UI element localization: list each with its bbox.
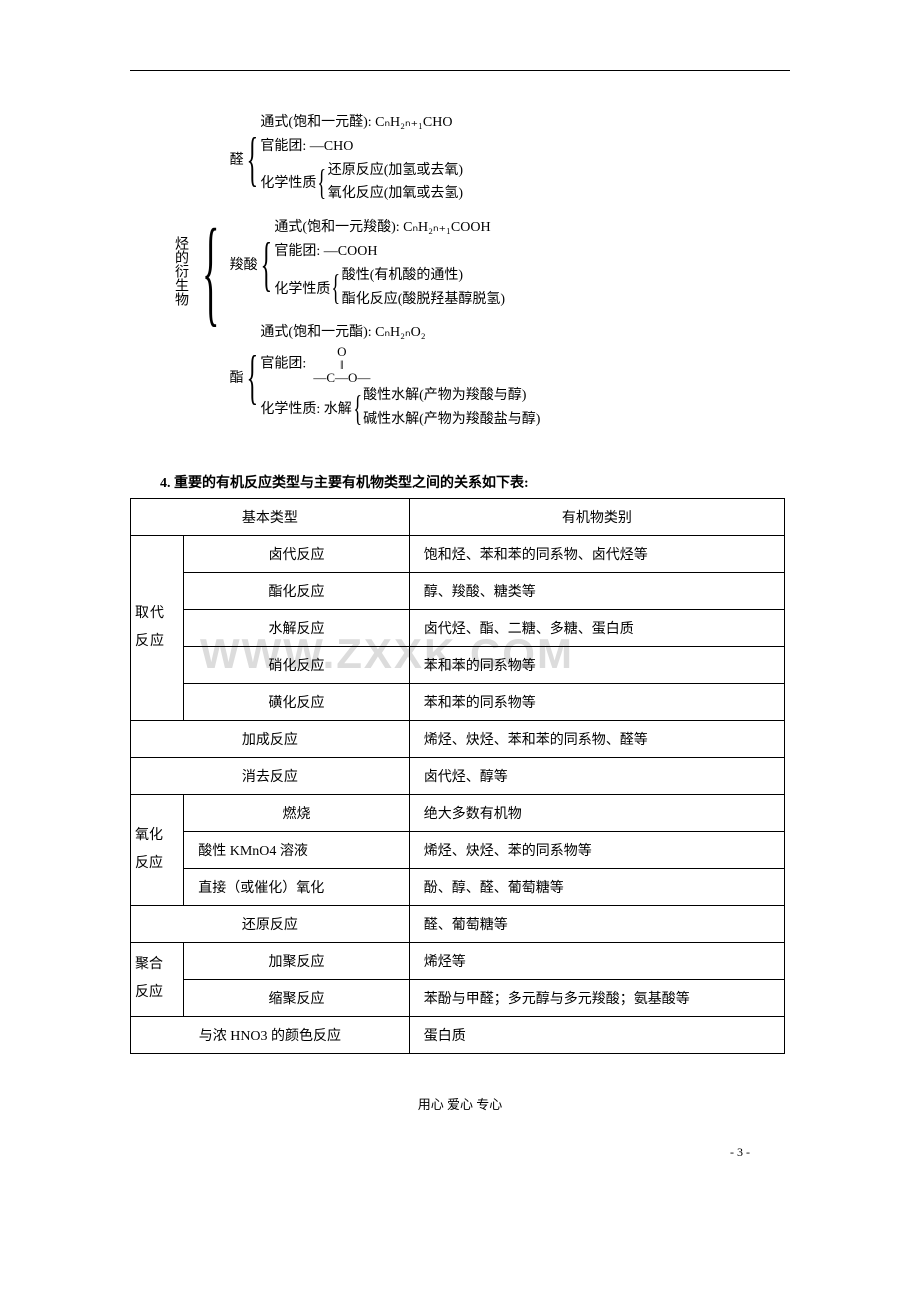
branch-label: 羧酸 (230, 254, 258, 274)
organics-cell: 蛋白质 (409, 1016, 784, 1053)
branch-body: 通式(饱和一元羧酸): CₙH₂ₙ₊₁COOH 官能团: —COOH 化学性质 … (274, 216, 505, 311)
reaction-table: 基本类型 有机物类别 取代反应 卤代反应 饱和烃、苯和苯的同系物、卤代烃等 酯化… (130, 498, 785, 1054)
brace-icon: { (353, 394, 362, 423)
subtype: 酯化反应 (184, 572, 410, 609)
branch-label: 酯 (230, 367, 244, 387)
chem-prop: 碱性水解(产物为羧酸盐与醇) (363, 408, 540, 432)
table-row: 氧化反应 燃烧 绝大多数有机物 (131, 794, 785, 831)
subtype: 磺化反应 (184, 683, 410, 720)
organics-cell: 苯和苯的同系物等 (409, 683, 784, 720)
chem-prop: 酸性(有机酸的通性) (342, 264, 505, 288)
organics-cell: 卤代烃、醇等 (409, 757, 784, 794)
organics-cell: 烯烃、炔烃、苯的同系物等 (409, 831, 784, 868)
cat-oxidation: 氧化反应 (131, 794, 184, 905)
subtype: 缩聚反应 (184, 979, 410, 1016)
cat-label: 氧化反应 (135, 828, 163, 871)
brace-icon: { (246, 353, 258, 401)
brace-icon: { (246, 135, 258, 183)
table-header-row: 基本类型 有机物类别 (131, 498, 785, 535)
table-row: 与浓 HNO3 的颜色反应 蛋白质 (131, 1016, 785, 1053)
formula-line: 通式(饱和一元醛): CₙH₂ₙ₊₁CHO (260, 111, 463, 135)
subtype: 燃烧 (184, 794, 410, 831)
subtype: 酸性 KMnO4 溶液 (184, 831, 410, 868)
header-basic-type: 基本类型 (131, 498, 410, 535)
diagram-branches: 醛 { 通式(饱和一元醛): CₙH₂ₙ₊₁CHO 官能团: —CHO 化学性质… (230, 111, 541, 432)
header-organics: 有机物类别 (409, 498, 784, 535)
full-type: 还原反应 (131, 905, 410, 942)
table-row: 加成反应 烯烃、炔烃、苯和苯的同系物、醛等 (131, 720, 785, 757)
organics-cell: 苯酚与甲醛；多元醇与多元羧酸；氨基酸等 (409, 979, 784, 1016)
section-title: 4. 重要的有机反应类型与主要有机物类型之间的关系如下表: (160, 472, 790, 492)
brace-icon: { (260, 240, 272, 288)
chem-prop: 氧化反应(加氧或去氢) (328, 182, 463, 206)
organics-cell: 醛、葡萄糖等 (409, 905, 784, 942)
formula-line: 通式(饱和一元酯): CₙH₂ₙO₂ (260, 321, 540, 345)
table-row: 聚合反应 加聚反应 烯烃等 (131, 942, 785, 979)
funcgroup-line: 官能团: O‖—C—O— (260, 345, 540, 384)
cat-substitution: 取代反应 (131, 535, 184, 720)
branch-aldehyde: 醛 { 通式(饱和一元醛): CₙH₂ₙ₊₁CHO 官能团: —CHO 化学性质… (230, 111, 541, 206)
cat-label: 取代反应 (135, 606, 165, 649)
table-row: 还原反应 醛、葡萄糖等 (131, 905, 785, 942)
organics-cell: 卤代烃、酯、二糖、多糖、蛋白质 (409, 609, 784, 646)
organics-cell: 绝大多数有机物 (409, 794, 784, 831)
formula-line: 通式(饱和一元羧酸): CₙH₂ₙ₊₁COOH (274, 216, 505, 240)
organics-cell: 苯和苯的同系物等 (409, 646, 784, 683)
footer-text: 用心 爱心 专心 (130, 1094, 790, 1113)
page-number: - 3 - (730, 1145, 750, 1160)
ester-group-icon: O‖—C—O— (313, 345, 370, 384)
organics-cell: 烯烃等 (409, 942, 784, 979)
branch-carboxylic: 羧酸 { 通式(饱和一元羧酸): CₙH₂ₙ₊₁COOH 官能团: —COOH … (230, 216, 541, 311)
table-row: 酸性 KMnO4 溶液 烯烃、炔烃、苯的同系物等 (131, 831, 785, 868)
full-type: 加成反应 (131, 720, 410, 757)
chem-label: 化学性质: 水解 (260, 398, 351, 418)
chem-props: 化学性质: 水解 { 酸性水解(产物为羧酸与醇) 碱性水解(产物为羧酸盐与醇) (260, 384, 540, 432)
hierarchy-diagram: 烃的衍生物 { 醛 { 通式(饱和一元醛): CₙH₂ₙ₊₁CHO 官能团: —… (170, 111, 790, 432)
brace-icon: { (202, 217, 219, 325)
table-row: 磺化反应 苯和苯的同系物等 (131, 683, 785, 720)
table-row: 硝化反应 苯和苯的同系物等 (131, 646, 785, 683)
table-row: 取代反应 卤代反应 饱和烃、苯和苯的同系物、卤代烃等 (131, 535, 785, 572)
chem-label: 化学性质 (260, 172, 316, 192)
top-rule (130, 70, 790, 71)
subtype: 水解反应 (184, 609, 410, 646)
chem-prop: 还原反应(加氢或去氧) (328, 159, 463, 183)
full-type: 消去反应 (131, 757, 410, 794)
funcgroup-line: 官能团: —CHO (260, 135, 463, 159)
funcgroup-line: 官能团: —COOH (274, 240, 505, 264)
table-row: 酯化反应 醇、羧酸、糖类等 (131, 572, 785, 609)
organics-cell: 烯烃、炔烃、苯和苯的同系物、醛等 (409, 720, 784, 757)
full-type: 与浓 HNO3 的颜色反应 (131, 1016, 410, 1053)
subtype: 直接（或催化）氧化 (184, 868, 410, 905)
chem-prop: 酯化反应(酸脱羟基醇脱氢) (342, 288, 505, 312)
table-row: 缩聚反应 苯酚与甲醛；多元醇与多元羧酸；氨基酸等 (131, 979, 785, 1016)
chem-props: 化学性质 { 还原反应(加氢或去氧) 氧化反应(加氧或去氢) (260, 159, 463, 207)
branch-label: 醛 (230, 149, 244, 169)
chem-prop: 酸性水解(产物为羧酸与醇) (363, 384, 540, 408)
organics-cell: 酚、醇、醛、葡萄糖等 (409, 868, 784, 905)
brace-icon: { (318, 168, 327, 197)
branch-ester: 酯 { 通式(饱和一元酯): CₙH₂ₙO₂ 官能团: O‖—C—O— 化学性质… (230, 321, 541, 431)
table-row: 消去反应 卤代烃、醇等 (131, 757, 785, 794)
subtype: 硝化反应 (184, 646, 410, 683)
organics-cell: 醇、羧酸、糖类等 (409, 572, 784, 609)
document-page: WWW.ZXXK.COM 烃的衍生物 { 醛 { 通式(饱和一元醛): CₙH₂… (0, 0, 920, 1200)
branch-body: 通式(饱和一元醛): CₙH₂ₙ₊₁CHO 官能团: —CHO 化学性质 { 还… (260, 111, 463, 206)
cat-label: 聚合反应 (135, 957, 163, 1000)
organics-cell: 饱和烃、苯和苯的同系物、卤代烃等 (409, 535, 784, 572)
diagram-root-label: 烃的衍生物 (170, 236, 190, 306)
table-row: 直接（或催化）氧化 酚、醇、醛、葡萄糖等 (131, 868, 785, 905)
subtype: 卤代反应 (184, 535, 410, 572)
chem-props: 化学性质 { 酸性(有机酸的通性) 酯化反应(酸脱羟基醇脱氢) (274, 264, 505, 312)
chem-label: 化学性质 (274, 278, 330, 298)
subtype: 加聚反应 (184, 942, 410, 979)
branch-body: 通式(饱和一元酯): CₙH₂ₙO₂ 官能团: O‖—C—O— 化学性质: 水解… (260, 321, 540, 431)
brace-icon: { (332, 273, 341, 302)
cat-polymerization: 聚合反应 (131, 942, 184, 1016)
table-row: 水解反应 卤代烃、酯、二糖、多糖、蛋白质 (131, 609, 785, 646)
